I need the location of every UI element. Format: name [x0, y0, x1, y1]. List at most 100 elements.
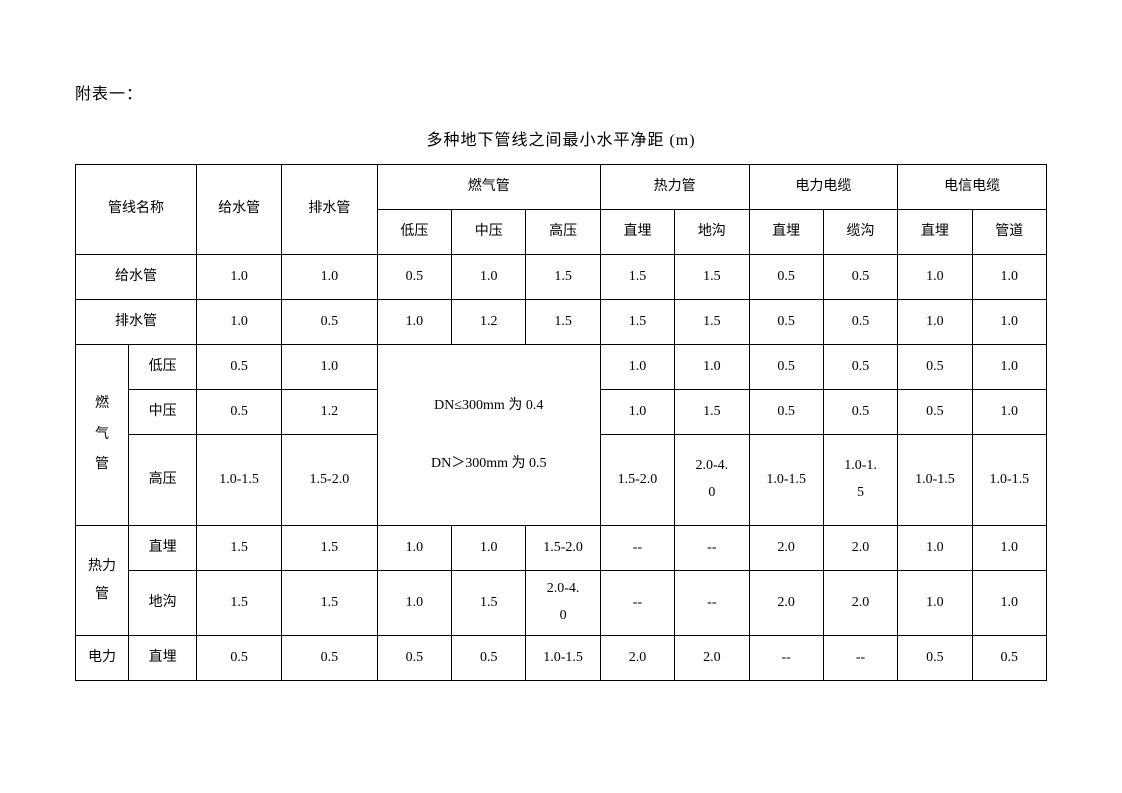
row-label-gas-high: 高压: [129, 435, 197, 526]
cell: 1.5: [197, 526, 282, 571]
cell: 1.2: [452, 300, 526, 345]
th-power: 电力电缆: [749, 165, 898, 210]
cell: --: [675, 571, 749, 636]
cell: 0.5: [749, 345, 823, 390]
cell: --: [600, 526, 674, 571]
gas-note-line1: DN≤300mm 为 0.4: [378, 389, 600, 423]
row-label-gas-low: 低压: [129, 345, 197, 390]
cell: 0.5: [898, 390, 972, 435]
cell: 1.5: [282, 571, 378, 636]
cell: 1.0-1.5: [526, 636, 600, 681]
cell: 2.0: [749, 571, 823, 636]
cell: 1.0: [898, 300, 972, 345]
cell: 1.0: [972, 300, 1046, 345]
row-gas-low: 燃气管 低压 0.5 1.0 DN≤300mm 为 0.4 DN＞300mm 为…: [76, 345, 1047, 390]
cell: 1.0-1.5: [972, 435, 1046, 526]
th-gsp: 给水管: [197, 165, 282, 255]
table-title: 多种地下管线之间最小水平净距 (m): [75, 126, 1047, 150]
cell: --: [600, 571, 674, 636]
row-label-gas-vertical: 燃气管: [76, 345, 129, 526]
th-gas: 燃气管: [377, 165, 600, 210]
cell: 0.5: [749, 390, 823, 435]
cell: 1.0: [898, 571, 972, 636]
cell: 1.5: [452, 571, 526, 636]
cell: 0.5: [282, 636, 378, 681]
cell: 1.2: [282, 390, 378, 435]
row-label-heat-vertical: 热力管: [76, 526, 129, 636]
row-heat-trench: 地沟 1.5 1.5 1.0 1.5 2.0-4.0 -- -- 2.0 2.0…: [76, 571, 1047, 636]
th-tele-direct: 直埋: [898, 210, 972, 255]
cell: 2.0: [600, 636, 674, 681]
row-heat-direct: 热力管 直埋 1.5 1.5 1.0 1.0 1.5-2.0 -- -- 2.0…: [76, 526, 1047, 571]
cell: 0.5: [972, 636, 1046, 681]
cell: 1.0: [898, 255, 972, 300]
th-power-direct: 直埋: [749, 210, 823, 255]
cell: 1.0: [972, 526, 1046, 571]
th-tele: 电信电缆: [898, 165, 1047, 210]
cell: 2.0: [675, 636, 749, 681]
cell: 0.5: [197, 345, 282, 390]
header-row-1: 管线名称 给水管 排水管 燃气管 热力管 电力电缆 电信电缆: [76, 165, 1047, 210]
cell: 1.0-1.5: [898, 435, 972, 526]
row-label-gas-mid: 中压: [129, 390, 197, 435]
cell: 2.0: [823, 571, 897, 636]
row-label-power-vertical: 电力: [76, 636, 129, 681]
th-heat-direct: 直埋: [600, 210, 674, 255]
cell: 1.5: [600, 255, 674, 300]
cell: 1.5-2.0: [282, 435, 378, 526]
cell: 0.5: [197, 390, 282, 435]
cell: 0.5: [197, 636, 282, 681]
cell: 2.0-4.0: [675, 435, 749, 526]
cell: 1.0: [972, 345, 1046, 390]
appendix-label: 附表一：: [75, 80, 1047, 104]
cell: 1.0: [452, 255, 526, 300]
clearance-table: 管线名称 给水管 排水管 燃气管 热力管 电力电缆 电信电缆 低压 中压 高压 …: [75, 164, 1047, 681]
cell: 1.0: [282, 255, 378, 300]
cell: 1.0: [377, 300, 451, 345]
th-pipe-name: 管线名称: [76, 165, 197, 255]
row-psp: 排水管 1.0 0.5 1.0 1.2 1.5 1.5 1.5 0.5 0.5 …: [76, 300, 1047, 345]
th-gas-low: 低压: [377, 210, 451, 255]
cell: 1.0: [197, 255, 282, 300]
cell: 1.5: [600, 300, 674, 345]
document-page: 附表一： 多种地下管线之间最小水平净距 (m) 管线名称 给水管 排水管 燃气管…: [0, 0, 1122, 793]
cell: 0.5: [282, 300, 378, 345]
cell: 0.5: [452, 636, 526, 681]
cell: 0.5: [377, 255, 451, 300]
cell: 0.5: [823, 390, 897, 435]
cell: 1.5-2.0: [526, 526, 600, 571]
cell: 1.0: [197, 300, 282, 345]
cell: 0.5: [823, 345, 897, 390]
cell: 1.0: [898, 526, 972, 571]
cell: 2.0-4.0: [526, 571, 600, 636]
th-heat: 热力管: [600, 165, 749, 210]
cell: 1.0: [972, 571, 1046, 636]
cell: 1.0: [282, 345, 378, 390]
cell: 1.0: [452, 526, 526, 571]
cell: 0.5: [898, 636, 972, 681]
cell: 1.5: [526, 255, 600, 300]
cell: 1.5: [675, 255, 749, 300]
cell: 1.0: [972, 255, 1046, 300]
cell: 1.5: [675, 300, 749, 345]
cell: 1.0-1.5: [749, 435, 823, 526]
th-power-ctrench: 缆沟: [823, 210, 897, 255]
cell: 0.5: [749, 300, 823, 345]
cell: 1.0-1.5: [823, 435, 897, 526]
cell: --: [749, 636, 823, 681]
row-label-power-direct: 直埋: [129, 636, 197, 681]
cell: 1.0-1.5: [197, 435, 282, 526]
cell: 1.5-2.0: [600, 435, 674, 526]
cell: 0.5: [823, 300, 897, 345]
gas-dn-note: DN≤300mm 为 0.4 DN＞300mm 为 0.5: [377, 345, 600, 526]
row-label-heat-direct: 直埋: [129, 526, 197, 571]
th-heat-trench: 地沟: [675, 210, 749, 255]
th-psp: 排水管: [282, 165, 378, 255]
th-tele-duct: 管道: [972, 210, 1046, 255]
cell: 0.5: [749, 255, 823, 300]
cell: 1.0: [377, 526, 451, 571]
cell: 0.5: [823, 255, 897, 300]
th-gas-mid: 中压: [452, 210, 526, 255]
cell: 1.5: [526, 300, 600, 345]
cell: 1.5: [282, 526, 378, 571]
